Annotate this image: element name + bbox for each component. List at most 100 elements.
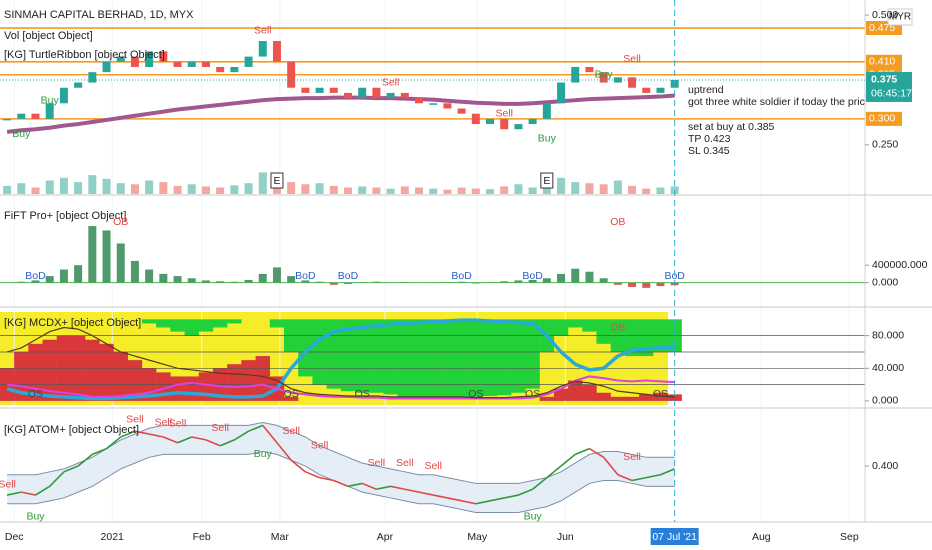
atom-segment [49,471,65,487]
candle [45,103,54,119]
candle [329,87,338,93]
volume-bar [45,180,54,194]
signal-label: Buy [12,128,31,140]
mcdx-bar [383,319,398,395]
atom-segment [233,430,249,441]
volume-bar [500,186,509,194]
candle [301,87,310,93]
x-tick-label: Aug [752,531,771,543]
note: got three white soldier if today the pri… [688,96,894,108]
series-line [6,318,675,401]
candle [400,92,409,99]
signal-label: BoD [25,270,46,282]
flow-bar [500,281,509,283]
mcdx-bar [85,339,100,401]
atom-segment [319,476,334,482]
signal-label: Sell [155,416,173,428]
atom-segment [163,436,178,444]
volume-bar [415,187,424,194]
flow-bar [201,280,210,283]
volume-bar [116,183,125,194]
signal-label: OB [610,216,625,228]
atom-segment [21,491,36,496]
y-tick-label: 400000.000 [872,259,928,271]
flow-bar [88,226,97,283]
volume-bar [3,185,12,194]
flow-bar [628,282,637,287]
flow-bar [542,278,551,283]
atom-segment [290,459,306,473]
atom-segment [404,488,420,493]
last-price-tag [866,71,912,102]
atom-segment [35,485,51,496]
mcdx-bar [639,394,654,401]
atom-segment [262,424,278,444]
volume-bar [244,183,253,194]
pane-title: [KG] MCDX+ [object Object] [4,317,141,329]
last-price-label: 0.375 [871,74,897,86]
candle [31,113,40,119]
event-box [270,172,284,189]
candle [599,72,608,83]
flow-bar [329,282,338,285]
level-label: 0.300 [869,113,895,125]
atom-segment [248,424,264,432]
mcdx-bar [454,319,469,398]
pane-title: FiFT Pro+ [object Object] [4,210,126,222]
mcdx-bar [624,319,640,357]
signal-label: Sell [424,460,442,472]
atom-segment [205,439,221,447]
signal-label: Sell [495,107,513,119]
flow-bar [656,282,665,287]
flow-bar [173,276,182,283]
atom-segment [191,436,207,441]
signal-label: Sell [254,24,272,36]
signal-label: OB [113,216,128,228]
mcdx-bar [99,343,114,401]
flow-bar [287,276,296,283]
volume-bar [514,184,523,194]
candle [358,87,367,99]
signal-label: Sell [623,451,641,463]
y-tick-label: 0.400 [872,460,898,472]
signal-label: Buy [41,94,60,106]
volume-bar [173,185,182,194]
mcdx-bar [568,380,583,401]
volume-bar [628,185,637,194]
atom-segment [6,491,22,496]
event-label: E [543,175,550,187]
mcdx-bar [426,319,441,397]
candle [528,118,537,125]
candle [3,118,12,121]
candle [173,61,182,67]
atom-segment [120,430,136,438]
atom-segment [361,482,377,490]
x-tick-label: Dec [5,531,24,543]
y-tick-label: 0.500 [872,9,898,21]
volume-bar [216,187,225,194]
volume-bar [287,182,296,194]
candle [415,98,424,104]
mcdx-bar [184,319,199,336]
volume-bar [102,178,111,194]
volume-bar [301,184,310,194]
candle [244,56,253,67]
mcdx-bar [184,376,199,401]
flow-bar [102,230,111,283]
candle [145,51,154,67]
overlay: SINMAH CAPITAL BERHAD, 1D, MYX Vol [objec… [0,0,859,545]
volume-bar [59,177,68,194]
atom-segment [447,497,462,502]
mcdx-bar [283,396,299,401]
signal-label: OB [610,321,625,333]
candle [571,66,580,83]
flow-bar [514,280,523,283]
current-date-tag [650,528,699,545]
volume-bar [159,182,168,194]
mcdx-bar [198,319,214,332]
flow-bar [343,282,352,284]
mcdx-bar [610,396,626,401]
signal-label: BoD [295,270,316,282]
flow-bar [642,282,651,288]
